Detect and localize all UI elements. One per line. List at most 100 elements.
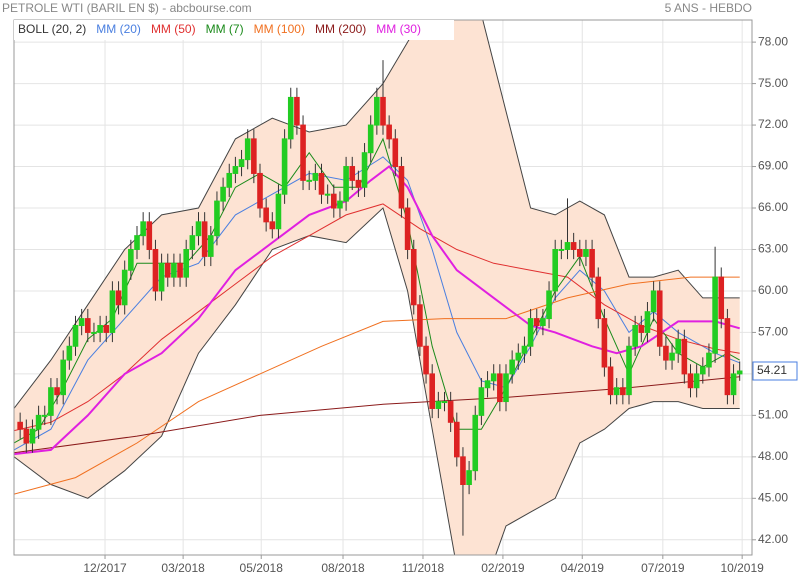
candle-body — [435, 401, 442, 409]
candle-body — [275, 193, 282, 230]
candle-body — [607, 366, 614, 396]
candle-body — [398, 166, 405, 209]
y-tick-label: 48.00 — [758, 449, 788, 463]
x-tick-label: 08/2018 — [321, 561, 365, 575]
candle-body — [251, 138, 257, 174]
candle-body — [60, 359, 67, 396]
y-tick-label: 66.00 — [758, 200, 788, 214]
moving-average-line — [14, 203, 740, 432]
candle-body — [361, 152, 368, 188]
candle-body — [447, 401, 454, 423]
candle-body — [29, 428, 36, 444]
bollinger-band-area — [14, 20, 740, 555]
x-tick-label: 04/2019 — [561, 561, 605, 575]
candle-body — [736, 370, 743, 375]
candle-body — [35, 414, 42, 430]
candle-body — [380, 96, 386, 126]
candle-body — [195, 221, 202, 237]
candle-body — [558, 248, 565, 251]
x-tick-label: 02/2019 — [481, 561, 525, 575]
candle-body — [404, 207, 411, 250]
candle-body — [392, 138, 399, 168]
candle-body — [269, 221, 276, 230]
candle-body — [546, 290, 552, 320]
candle-body — [650, 290, 657, 313]
legend-entry: MM (100) — [254, 22, 305, 36]
candle-body — [115, 290, 122, 306]
chart-subtitle: 5 ANS - HEBDO — [665, 1, 752, 15]
candle-body — [54, 387, 60, 396]
candle-body — [349, 166, 356, 181]
candle-body — [318, 172, 325, 195]
candle-body — [503, 373, 509, 403]
candle-body — [460, 456, 466, 485]
candle-body — [527, 318, 534, 347]
moving-average-line — [14, 276, 740, 495]
y-tick-label: 51.00 — [758, 408, 788, 422]
y-tick-label: 63.00 — [758, 242, 788, 256]
x-tick-label: 05/2018 — [240, 561, 284, 575]
candle-body — [201, 221, 208, 257]
last-price-label: 54.21 — [757, 363, 787, 377]
candle-body — [355, 179, 362, 188]
candle-body — [189, 235, 196, 250]
candle-body — [232, 166, 239, 174]
candle-body — [140, 221, 146, 237]
candle-body — [472, 414, 479, 472]
x-tick-label: 10/2019 — [720, 561, 764, 575]
candle-body — [48, 387, 54, 416]
candle-body — [730, 373, 737, 396]
candle-body — [595, 276, 602, 320]
candle-body — [343, 166, 349, 202]
candle-body — [687, 373, 694, 389]
candle-body — [589, 248, 595, 278]
candle-body — [583, 248, 589, 257]
candle-body — [97, 325, 103, 333]
candle-body — [497, 373, 503, 403]
candle-body — [214, 200, 220, 237]
candle-body — [306, 179, 312, 182]
candle-body — [287, 96, 294, 140]
candle-body — [386, 124, 392, 140]
candle-body — [626, 345, 632, 396]
candle-body — [644, 311, 651, 333]
legend-entry: MM (50) — [151, 22, 196, 36]
candle-body — [577, 248, 583, 257]
chart-title: PETROLE WTI (BARIL EN $) - abcbourse.com — [2, 1, 252, 15]
y-tick-label: 69.00 — [758, 159, 788, 173]
candle-body — [490, 373, 497, 382]
legend: BOLL (20, 2) MM (20) MM (50) MM (7) MM (100)… — [18, 22, 421, 36]
candle-body — [41, 414, 48, 417]
candle-body — [669, 352, 675, 361]
candle-body — [613, 387, 620, 396]
candle-body — [177, 262, 183, 278]
candle-body — [552, 248, 559, 292]
legend-entry: BOLL (20, 2) — [18, 22, 86, 36]
candle-body — [620, 387, 626, 396]
candle-body — [564, 242, 571, 250]
candle-body — [85, 318, 91, 333]
candle-body — [109, 290, 116, 333]
candle-body — [78, 318, 85, 327]
candle-body — [171, 262, 177, 278]
candle-body — [533, 318, 540, 327]
candle-body — [423, 345, 429, 375]
x-tick-label: 07/2019 — [641, 561, 685, 575]
candle-body — [17, 421, 23, 430]
candle-body — [281, 138, 288, 195]
y-tick-label: 75.00 — [758, 76, 788, 90]
candle-body — [128, 248, 134, 271]
legend-entry: MM (30) — [376, 22, 421, 36]
candle-body — [656, 290, 663, 347]
candle-body — [152, 248, 159, 292]
x-tick-label: 11/2018 — [402, 561, 445, 575]
candle-body — [718, 276, 725, 320]
candle-body — [675, 338, 682, 354]
candle-body — [294, 96, 300, 126]
y-tick-label: 78.00 — [758, 34, 788, 48]
candle-body — [441, 401, 448, 404]
axes: 42.0045.0048.0051.0054.0057.0060.0063.00… — [83, 34, 798, 575]
candle-body — [91, 331, 97, 334]
candle-body — [632, 325, 638, 347]
